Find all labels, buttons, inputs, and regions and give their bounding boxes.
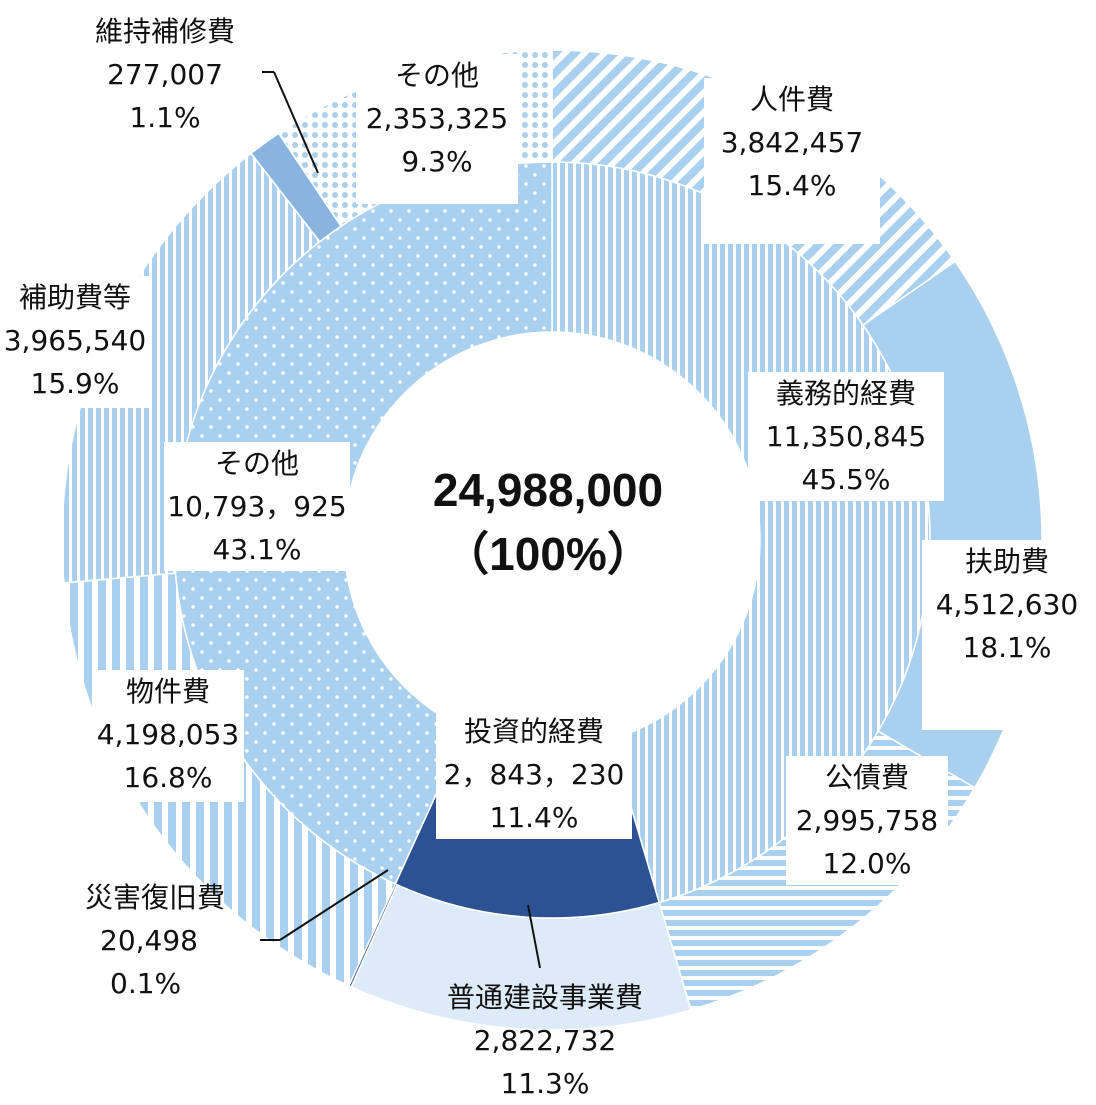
label-inner-other-value: 10,793，925 — [167, 490, 347, 523]
label-mandatory: 義務的経費 11,350,845 45.5% — [748, 372, 944, 501]
label-disaster: 災害復旧費 20,498 0.1% — [60, 876, 250, 1005]
label-outer-other-percent: 9.3% — [401, 145, 473, 178]
label-personnel-name: 人件費 — [749, 83, 834, 116]
label-personnel-value: 3,842,457 — [720, 126, 864, 159]
label-mandatory-value: 11,350,845 — [765, 420, 927, 453]
label-debt-percent: 12.0% — [822, 847, 912, 880]
label-goods-value: 4,198,053 — [96, 718, 240, 751]
label-mandatory-percent: 45.5% — [801, 463, 891, 496]
total-percent: （100%） — [443, 528, 653, 580]
leader-lines — [260, 71, 541, 969]
label-investment-value: 2，843，230 — [443, 758, 625, 791]
label-goods-name: 物件費 — [125, 675, 210, 708]
label-disaster-value: 20,498 — [100, 924, 198, 957]
inner-segment-0 — [551, 161, 931, 904]
label-disaster-name: 災害復旧費 — [84, 881, 225, 914]
label-assistance-name: 扶助費 — [964, 545, 1049, 578]
label-assistance-value: 4,512,630 — [935, 588, 1079, 621]
total-label: 24,988,000 （100%） — [348, 458, 748, 586]
label-maintenance-percent: 1.1% — [129, 101, 201, 134]
label-debt-value: 2,995,758 — [795, 804, 939, 837]
label-subsidies-name: 補助費等 — [18, 281, 131, 314]
label-debt-name: 公債費 — [824, 761, 909, 794]
label-construction-value: 2,822,732 — [473, 1024, 617, 1057]
label-goods: 物件費 4,198,053 16.8% — [92, 670, 244, 802]
label-personnel-percent: 15.4% — [747, 169, 837, 202]
label-assistance: 扶助費 4,512,630 18.1% — [922, 540, 1092, 730]
label-outer-other-value: 2,353,325 — [365, 102, 509, 135]
label-inner-other-percent: 43.1% — [212, 533, 302, 566]
label-goods-percent: 16.8% — [123, 761, 213, 794]
label-outer-other-name: その他 — [394, 59, 479, 92]
label-construction-name: 普通建設事業費 — [446, 981, 643, 1014]
label-subsidies: 補助費等 3,965,540 15.9% — [0, 276, 150, 408]
label-inner-other: その他 10,793，925 43.1% — [164, 442, 350, 571]
label-investment-percent: 11.4% — [489, 801, 579, 834]
label-investment: 投資的経費 2，843，230 11.4% — [436, 710, 632, 839]
label-subsidies-percent: 15.9% — [30, 367, 120, 400]
label-subsidies-value: 3,965,540 — [3, 324, 147, 357]
leader-line-construction — [527, 904, 541, 969]
label-construction-percent: 11.3% — [500, 1067, 590, 1100]
label-inner-other-name: その他 — [214, 447, 299, 480]
label-disaster-percent: 0.1% — [110, 967, 182, 1000]
label-debt: 公債費 2,995,758 12.0% — [786, 756, 948, 885]
label-maintenance-name: 維持補修費 — [94, 15, 235, 48]
leader-line-disaster-diag — [279, 869, 389, 941]
label-investment-name: 投資的経費 — [463, 715, 604, 748]
total-value: 24,988,000 — [432, 464, 664, 516]
label-maintenance: 維持補修費 277,007 1.1% — [70, 10, 260, 139]
label-outer-other: その他 2,353,325 9.3% — [356, 54, 518, 204]
label-personnel: 人件費 3,842,457 15.4% — [704, 78, 880, 244]
leader-line-maintenance-diag — [273, 71, 319, 174]
label-maintenance-value: 277,007 — [107, 58, 223, 91]
label-assistance-percent: 18.1% — [962, 631, 1052, 664]
label-mandatory-name: 義務的経費 — [775, 377, 916, 410]
label-construction: 普通建設事業費 2,822,732 11.3% — [400, 976, 690, 1105]
